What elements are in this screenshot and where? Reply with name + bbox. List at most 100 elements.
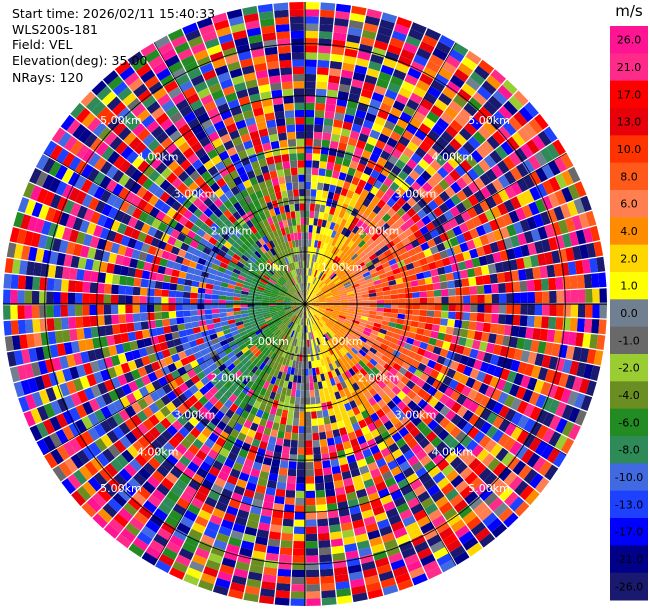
velocity-gate	[197, 540, 213, 553]
velocity-gate	[267, 538, 281, 548]
velocity-gate	[284, 296, 292, 300]
velocity-gate	[262, 243, 270, 252]
velocity-gate	[110, 220, 121, 232]
velocity-gate	[435, 339, 444, 348]
velocity-gate	[75, 231, 86, 245]
velocity-gate	[469, 312, 478, 322]
velocity-gate	[289, 288, 295, 295]
velocity-gate	[340, 301, 349, 304]
velocity-gate	[268, 323, 276, 330]
velocity-gate	[450, 401, 462, 414]
velocity-gate	[403, 342, 413, 351]
velocity-gate	[387, 483, 400, 495]
velocity-gate	[318, 351, 323, 360]
velocity-gate	[502, 79, 518, 95]
velocity-gate	[330, 287, 338, 293]
velocity-gate	[3, 289, 11, 304]
velocity-gate	[423, 92, 438, 105]
velocity-gate	[430, 268, 439, 277]
velocity-gate	[305, 339, 308, 348]
velocity-gate	[90, 384, 102, 398]
velocity-gate	[497, 160, 510, 174]
velocity-gate	[290, 389, 296, 397]
velocity-gate	[247, 304, 255, 307]
velocity-gate	[371, 543, 385, 554]
velocity-gate	[258, 378, 266, 388]
velocity-gate	[562, 233, 572, 248]
velocity-gate	[326, 340, 333, 348]
velocity-gate	[290, 233, 295, 241]
velocity-gate	[213, 19, 230, 31]
velocity-gate	[278, 311, 286, 316]
velocity-gate	[330, 177, 338, 186]
velocity-gate	[570, 304, 579, 318]
velocity-gate	[220, 133, 232, 144]
velocity-gate	[75, 190, 87, 205]
velocity-gate	[574, 409, 587, 426]
velocity-gate	[207, 449, 219, 460]
velocity-gate	[498, 507, 514, 523]
velocity-gate	[250, 382, 259, 392]
velocity-gate	[207, 107, 220, 119]
velocity-gate	[486, 231, 497, 244]
velocity-gate	[273, 286, 280, 291]
velocity-gate	[312, 301, 320, 304]
velocity-gate	[240, 310, 249, 315]
velocity-gate	[60, 279, 69, 292]
velocity-gate	[283, 511, 295, 520]
velocity-gate	[130, 369, 141, 380]
velocity-gate	[367, 285, 376, 291]
velocity-gate	[321, 284, 328, 291]
velocity-gate	[150, 439, 163, 452]
velocity-gate	[318, 328, 323, 336]
velocity-gate	[377, 389, 387, 399]
velocity-gate	[528, 437, 542, 452]
velocity-gate	[528, 155, 542, 170]
velocity-gate	[373, 393, 382, 403]
velocity-gate	[68, 317, 77, 329]
velocity-gate	[361, 333, 370, 340]
velocity-gate	[275, 488, 286, 498]
velocity-gate	[292, 345, 296, 354]
velocity-gate	[234, 317, 243, 323]
velocity-gate	[528, 118, 543, 134]
velocity-gate	[175, 443, 188, 455]
velocity-gate	[238, 126, 249, 137]
velocity-gate	[63, 395, 76, 410]
velocity-gate	[316, 81, 328, 90]
velocity-gate	[454, 319, 463, 329]
velocity-gate	[316, 189, 323, 198]
velocity-gate	[333, 479, 344, 489]
velocity-gate	[299, 346, 303, 355]
velocity-gate	[252, 183, 261, 193]
velocity-gate	[474, 417, 486, 431]
velocity-gate	[394, 142, 407, 153]
velocity-gate	[358, 43, 373, 54]
velocity-gate	[358, 204, 368, 214]
velocity-gate	[282, 342, 288, 350]
velocity-gate	[281, 242, 287, 251]
velocity-gate	[305, 361, 309, 369]
velocity-gate	[394, 328, 403, 335]
velocity-gate	[188, 214, 199, 224]
velocity-gate	[191, 280, 200, 288]
velocity-gate	[458, 530, 475, 545]
velocity-gate	[145, 345, 155, 356]
velocity-gate	[534, 240, 544, 254]
velocity-gate	[293, 232, 298, 241]
velocity-gate	[226, 311, 234, 317]
velocity-gate	[179, 105, 193, 118]
velocity-gate	[125, 304, 133, 314]
velocity-gate	[388, 342, 397, 350]
velocity-gate	[124, 522, 141, 537]
velocity-gate	[361, 149, 372, 160]
velocity-gate	[241, 316, 250, 321]
velocity-gate	[99, 175, 112, 189]
velocity-gate	[347, 298, 356, 302]
velocity-gate	[53, 291, 61, 304]
velocity-gate	[510, 166, 523, 181]
velocity-gate	[291, 277, 297, 285]
velocity-gate	[216, 270, 225, 278]
velocity-gate	[247, 237, 255, 246]
velocity-gate	[114, 386, 126, 399]
